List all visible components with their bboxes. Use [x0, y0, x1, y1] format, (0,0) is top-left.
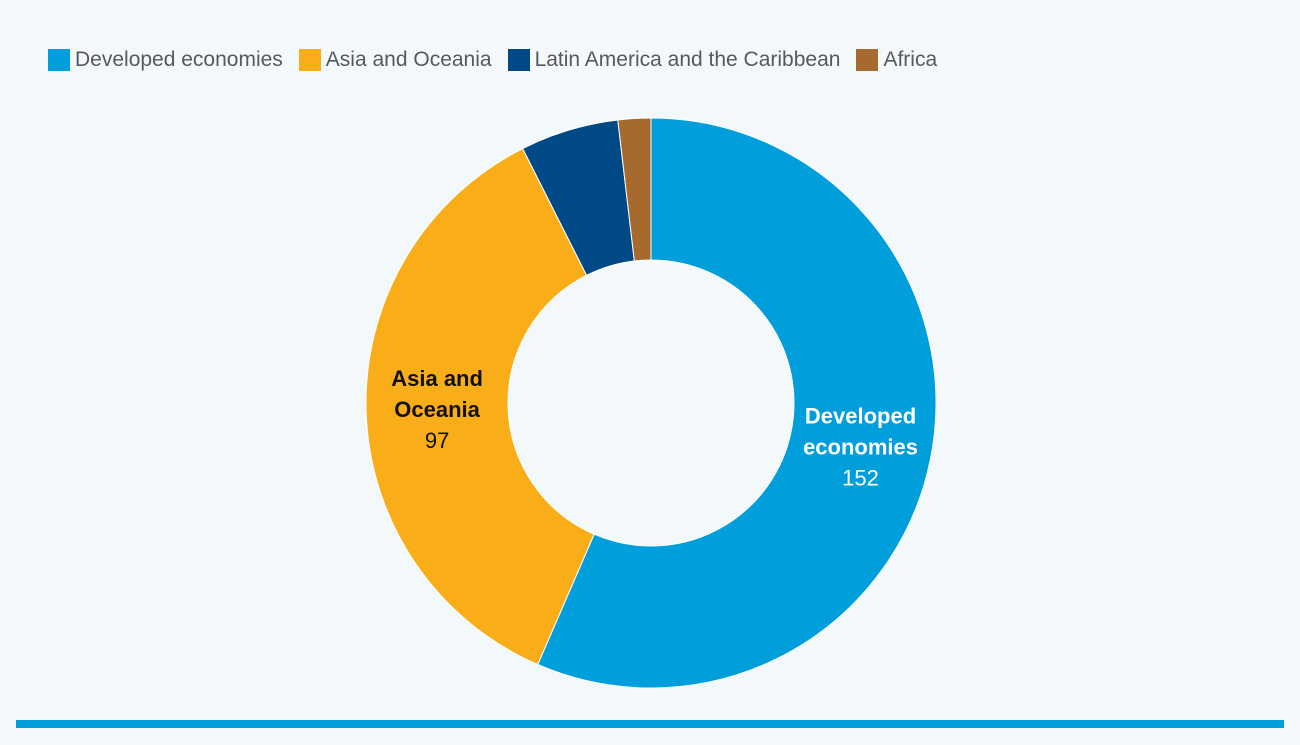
legend-item-latin-america: Latin America and the Caribbean: [507, 48, 841, 72]
data-label-name: Asia and: [391, 366, 483, 391]
data-label-asia-and-oceania: Asia and Oceania 97: [391, 366, 483, 453]
data-label-name: economies: [803, 434, 918, 459]
legend-item-asia-and-oceania: Asia and Oceania: [298, 48, 492, 72]
slice-asia-and-oceania: [365, 147, 595, 666]
legend-item-developed-economies: Developed economies: [48, 48, 283, 72]
legend-label: Asia and Oceania: [325, 48, 492, 71]
data-label-name: Oceania: [394, 397, 480, 422]
slice-africa: [617, 117, 652, 262]
data-label-developed-economies: Developed economies 152: [803, 403, 918, 490]
legend-swatch: [298, 49, 321, 71]
legend-swatch: [48, 49, 70, 71]
legend-swatch: [507, 49, 530, 71]
legend-label: Developed economies: [75, 48, 283, 71]
legend-label: Africa: [883, 48, 938, 71]
legend-label: Latin America and the Caribbean: [534, 48, 841, 71]
data-label-value: 97: [425, 428, 449, 453]
data-label-name: Developed: [805, 403, 916, 428]
chart-legend: Developed economies Asia and Oceania Lat…: [48, 48, 953, 72]
data-label-value: 152: [842, 465, 879, 490]
slice-developed-economies: [537, 117, 937, 689]
legend-item-africa: Africa: [856, 48, 937, 72]
legend-swatch: [856, 49, 879, 71]
accent-bar: [16, 720, 1284, 728]
